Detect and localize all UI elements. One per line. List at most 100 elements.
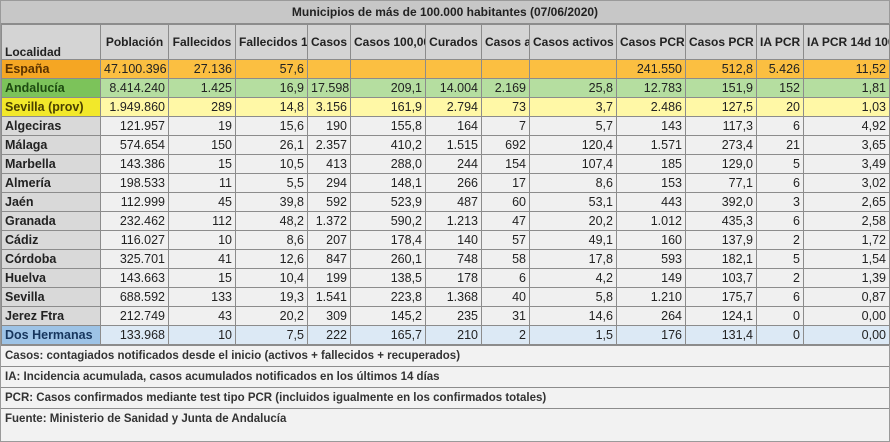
- table-cell: 5,7: [529, 116, 617, 136]
- table-cell: 143: [616, 116, 686, 136]
- table-cell: 260,1: [350, 249, 426, 269]
- table-cell: 3,65: [803, 135, 890, 155]
- table-title: Municipios de más de 100.000 habitantes …: [1, 1, 889, 24]
- table-cell: 435,3: [685, 211, 757, 231]
- table-cell: 11,52: [803, 59, 890, 79]
- table-cell: 133: [168, 287, 236, 307]
- table-cell: 143.386: [100, 154, 169, 174]
- table-cell: 20,2: [235, 306, 308, 326]
- table-cell: 1.012: [616, 211, 686, 231]
- table-cell: 2,65: [803, 192, 890, 212]
- locality-cell: Cádiz: [1, 230, 101, 250]
- table-cell: 151,9: [685, 78, 757, 98]
- table-cell: 73: [481, 97, 530, 117]
- column-header: Casos activos: [481, 24, 530, 60]
- table-cell: 15: [168, 268, 236, 288]
- table-cell: 27.136: [168, 59, 236, 79]
- table-cell: 10,4: [235, 268, 308, 288]
- table-cell: 2.486: [616, 97, 686, 117]
- table-cell: 512,8: [685, 59, 757, 79]
- table-cell: 182,1: [685, 249, 757, 269]
- locality-cell: España: [1, 59, 101, 79]
- table-cell: 124,1: [685, 306, 757, 326]
- table-cell: 58: [481, 249, 530, 269]
- table-cell: 25,8: [529, 78, 617, 98]
- table-cell: 153: [616, 173, 686, 193]
- table-cell: 17.598: [307, 78, 351, 98]
- table-cell: 3,02: [803, 173, 890, 193]
- table-row: Sevilla 688.592 133 19,3 1.541 223,8 1.368 40 5,…: [1, 287, 890, 307]
- table-cell: 209,1: [350, 78, 426, 98]
- table-cell: 222: [307, 325, 351, 345]
- table-row: Almería 198.533 11 5,5 294 148,1 266 17 8,6 153 77…: [1, 173, 890, 193]
- table-cell: 145,2: [350, 306, 426, 326]
- table-cell: 57: [481, 230, 530, 250]
- table-cell: 210: [425, 325, 482, 345]
- locality-cell: Granada: [1, 211, 101, 231]
- table-cell: 20,2: [529, 211, 617, 231]
- table-cell: 6: [756, 287, 804, 307]
- table-cell: 155,8: [350, 116, 426, 136]
- table-cell: 15: [168, 154, 236, 174]
- table-cell: [529, 59, 617, 79]
- table-cell: 6: [756, 116, 804, 136]
- table-cell: 748: [425, 249, 482, 269]
- table-cell: 103,7: [685, 268, 757, 288]
- table-cell: 574.654: [100, 135, 169, 155]
- table-row: Granada 232.462 112 48,2 1.372 590,2 1.213 47 20…: [1, 211, 890, 231]
- table-cell: 116.027: [100, 230, 169, 250]
- table-cell: 0,87: [803, 287, 890, 307]
- table-cell: 138,5: [350, 268, 426, 288]
- table-row: Algeciras 121.957 19 15,6 190 155,8 164 7 5,7 143…: [1, 116, 890, 136]
- locality-cell: Sevilla: [1, 287, 101, 307]
- column-header: Fallecidos: [168, 24, 236, 60]
- locality-cell: Almería: [1, 173, 101, 193]
- table-cell: 129,0: [685, 154, 757, 174]
- table-cell: 6: [756, 211, 804, 231]
- table-cell: 392,0: [685, 192, 757, 212]
- table-cell: [307, 59, 351, 79]
- table-cell: 19: [168, 116, 236, 136]
- column-header: Casos: [307, 24, 351, 60]
- table-cell: 143.663: [100, 268, 169, 288]
- locality-cell: Sevilla (prov): [1, 97, 101, 117]
- table-cell: 294: [307, 173, 351, 193]
- table-cell: 6: [756, 173, 804, 193]
- column-header: IA PCR 14d: [756, 24, 804, 60]
- table-cell: 19,3: [235, 287, 308, 307]
- table-cell: 688.592: [100, 287, 169, 307]
- table-cell: 1.515: [425, 135, 482, 155]
- table-cell: 264: [616, 306, 686, 326]
- table-cell: 212.749: [100, 306, 169, 326]
- table-cell: 137,9: [685, 230, 757, 250]
- table-cell: 2: [756, 230, 804, 250]
- table-cell: 0,00: [803, 306, 890, 326]
- column-header: Población: [100, 24, 169, 60]
- locality-cell: Marbella: [1, 154, 101, 174]
- table-cell: 175,7: [685, 287, 757, 307]
- table-cell: 150: [168, 135, 236, 155]
- table-cell: 5: [756, 249, 804, 269]
- table-cell: 3.156: [307, 97, 351, 117]
- table-cell: 8,6: [529, 173, 617, 193]
- footnote: Fuente: Ministerio de Sanidad y Junta de…: [1, 408, 889, 429]
- column-header: Casos PCR: [616, 24, 686, 60]
- table-cell: 2,58: [803, 211, 890, 231]
- table-cell: 43: [168, 306, 236, 326]
- table-cell: 178,4: [350, 230, 426, 250]
- table-cell: 1,39: [803, 268, 890, 288]
- table-row: Cádiz 116.027 10 8,6 207 178,4 140 57 49,1 160 137…: [1, 230, 890, 250]
- table-cell: 112.999: [100, 192, 169, 212]
- footnote: PCR: Casos confirmados mediante test tip…: [1, 387, 889, 408]
- table-row: Jaén 112.999 45 39,8 592 523,9 487 60 53,1 443 392…: [1, 192, 890, 212]
- table-cell: 48,2: [235, 211, 308, 231]
- table-cell: [350, 59, 426, 79]
- column-header: Casos activos 100,000 hab: [529, 24, 617, 60]
- table-row: Huelva 143.663 15 10,4 199 138,5 178 6 4,2 149 103…: [1, 268, 890, 288]
- table-cell: 17,8: [529, 249, 617, 269]
- table-cell: 1.213: [425, 211, 482, 231]
- table-cell: 325.701: [100, 249, 169, 269]
- table-cell: 121.957: [100, 116, 169, 136]
- table-cell: 592: [307, 192, 351, 212]
